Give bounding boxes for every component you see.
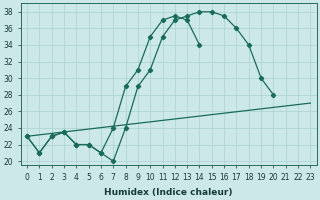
X-axis label: Humidex (Indice chaleur): Humidex (Indice chaleur) [104, 188, 233, 197]
